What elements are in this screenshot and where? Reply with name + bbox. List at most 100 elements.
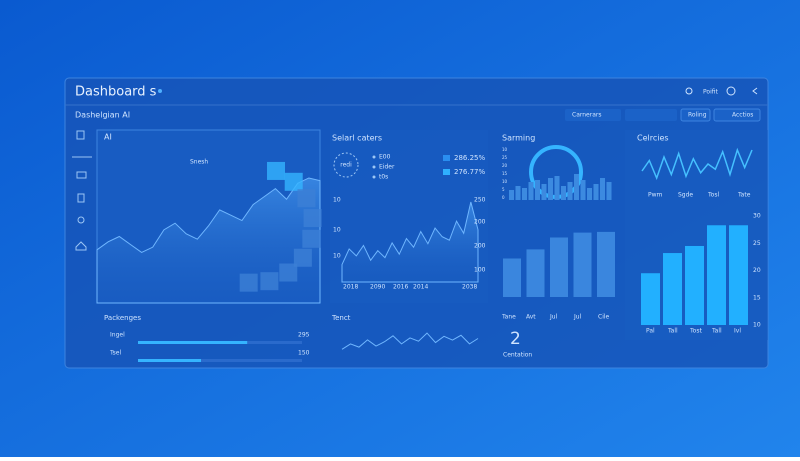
x-tick-label: 2014 <box>413 284 428 291</box>
nav-icon[interactable] <box>75 241 87 251</box>
y-tick-label: 25 <box>753 240 761 247</box>
card-title: Tenct <box>331 314 351 322</box>
x-tick-label: Pal <box>646 328 655 335</box>
bar <box>541 184 547 200</box>
button-label[interactable]: Acctios <box>732 112 753 119</box>
y-tick-label: 5 <box>502 187 505 192</box>
legend-dot <box>372 175 376 179</box>
stat: 286.25% <box>454 154 485 162</box>
bar <box>593 184 599 200</box>
dropdown-label[interactable]: Carnerars <box>572 112 601 119</box>
y-tick-label: 20 <box>502 163 508 168</box>
button-label[interactable]: Roling <box>688 112 707 119</box>
ring-segment <box>267 161 286 180</box>
ring-segment <box>293 248 312 267</box>
x-tick-label: Jul <box>549 314 558 321</box>
label: Snesh <box>190 159 208 166</box>
bar <box>606 182 612 200</box>
stat-swatch <box>443 169 450 175</box>
user-icon[interactable] <box>685 87 693 95</box>
bar <box>641 273 660 325</box>
legend-dot <box>372 155 376 159</box>
bar <box>548 178 553 200</box>
bar <box>535 180 540 200</box>
y-tick-label: 10 <box>333 253 341 260</box>
y-tick-label: 10 <box>753 322 761 329</box>
y-tick-label: 20 <box>753 267 761 274</box>
bar <box>707 225 726 325</box>
ring-segment <box>260 272 279 291</box>
label: Pwm <box>648 192 663 199</box>
bar <box>567 182 573 200</box>
y2-tick-label: 100 <box>474 267 486 274</box>
x-tick-label: 2090 <box>370 284 385 291</box>
area <box>341 201 479 283</box>
dropdown-2[interactable] <box>625 109 677 121</box>
button[interactable] <box>713 108 761 122</box>
line <box>641 147 753 181</box>
y-tick-label: 25 <box>502 155 508 160</box>
ring-label: redi <box>340 162 352 169</box>
bar <box>580 180 586 200</box>
share-icon[interactable] <box>752 87 758 95</box>
stat: 2 <box>510 329 521 349</box>
row-label: Tsel <box>109 350 121 357</box>
bar <box>509 190 514 200</box>
progress <box>138 341 248 344</box>
dropdown[interactable] <box>565 109 621 121</box>
card-title: Sarming <box>502 134 535 143</box>
card-title: AI <box>104 133 112 142</box>
button[interactable] <box>680 108 711 122</box>
title: Dashboard s <box>75 85 157 100</box>
label: Tate <box>737 192 751 199</box>
ring-segment <box>279 263 298 282</box>
x-tick-label: Jul <box>573 314 582 321</box>
bar <box>685 245 704 325</box>
bar <box>515 186 521 200</box>
bar <box>600 178 605 200</box>
stat: 276.77% <box>454 168 485 176</box>
y2-tick-label: 250 <box>474 197 486 204</box>
y-tick-label: 10 <box>502 147 508 152</box>
card-title: Packenges <box>104 314 141 322</box>
x-tick-label: Tall <box>711 328 722 335</box>
bar <box>554 176 560 200</box>
bar <box>550 237 568 297</box>
label: Tosl <box>707 192 719 199</box>
track <box>138 359 302 362</box>
ring <box>333 152 359 178</box>
y-tick-label: 15 <box>502 171 508 176</box>
card-title: Selarl caters <box>332 134 382 143</box>
label: Sgde <box>678 192 693 199</box>
row-label: Ingel <box>110 332 125 339</box>
subtitle: Dashelgian AI <box>75 111 130 120</box>
line <box>341 332 479 350</box>
row-value: 295 <box>298 332 310 339</box>
y-tick-label: 0 <box>502 195 505 200</box>
area <box>96 177 321 304</box>
x-tick-label: Ivl <box>734 328 741 335</box>
ring-segment <box>284 172 303 191</box>
settings-icon[interactable] <box>726 86 736 96</box>
x-tick-label: Avt <box>526 314 536 321</box>
x-tick-label: Tane <box>501 314 516 321</box>
y-tick-label: 15 <box>753 294 761 301</box>
ring-segment <box>303 209 322 228</box>
row-value: 150 <box>298 350 310 357</box>
sidebar <box>72 130 92 251</box>
legend-label: Eider <box>379 164 395 171</box>
bar <box>528 182 534 200</box>
bar <box>729 225 748 325</box>
nav-icon[interactable] <box>77 216 85 224</box>
nav-icon[interactable] <box>77 193 85 203</box>
bar <box>574 174 579 200</box>
bar <box>573 232 592 297</box>
x-tick-label: Tall <box>667 328 678 335</box>
nav-icon[interactable] <box>76 130 85 140</box>
user[interactable]: Poifit <box>703 89 719 96</box>
x-tick-label: 2016 <box>393 284 408 291</box>
x-tick-label: Cile <box>598 314 610 321</box>
nav-icon[interactable] <box>76 171 87 179</box>
bar <box>503 258 521 297</box>
progress <box>138 359 201 362</box>
